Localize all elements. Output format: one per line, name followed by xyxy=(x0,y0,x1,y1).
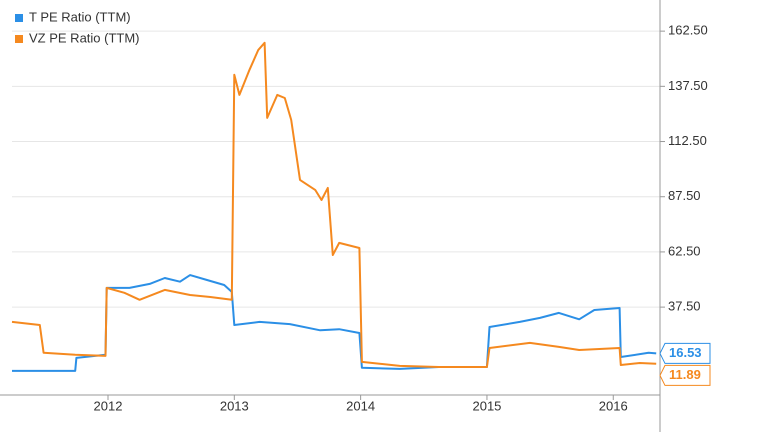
x-tick-label: 2014 xyxy=(346,398,375,413)
legend-label: VZ PE Ratio (TTM) xyxy=(29,30,140,45)
y-tick-label: 62.50 xyxy=(668,243,701,258)
y-tick-label: 112.50 xyxy=(668,133,707,148)
legend-swatch xyxy=(15,14,23,22)
x-tick-label: 2015 xyxy=(472,398,501,413)
x-tick-label: 2012 xyxy=(94,398,123,413)
x-tick-label: 2016 xyxy=(599,398,628,413)
end-label-box xyxy=(659,364,711,386)
series-line xyxy=(12,274,657,372)
series-line xyxy=(11,41,657,368)
y-tick-label: 137.50 xyxy=(668,78,708,93)
y-tick-label: 162.50 xyxy=(668,23,708,38)
y-tick-label: 87.50 xyxy=(668,188,701,203)
end-label-box xyxy=(659,342,711,364)
legend-swatch xyxy=(15,35,23,43)
end-label: 11.89 xyxy=(669,367,701,382)
legend-label: T PE Ratio (TTM) xyxy=(29,9,131,24)
end-label: 16.53 xyxy=(669,345,702,360)
x-tick-label: 2013 xyxy=(220,398,249,413)
y-tick-label: 37.50 xyxy=(668,299,701,314)
